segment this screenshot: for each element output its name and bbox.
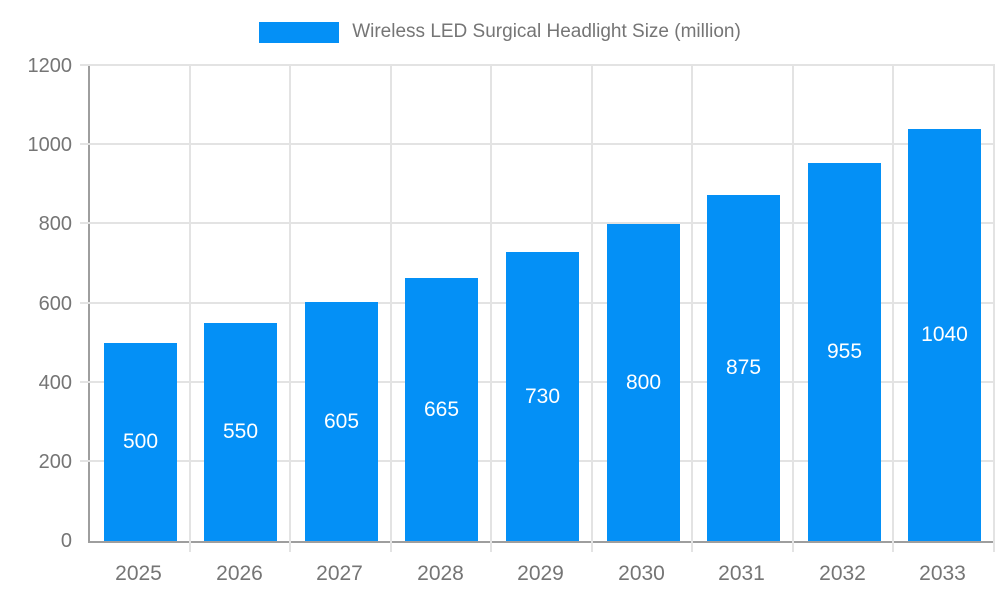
v-gridline [892, 66, 894, 552]
x-tick-label: 2026 [216, 562, 263, 585]
x-tick-label: 2027 [316, 562, 363, 585]
y-tick-label: 1200 [27, 55, 73, 77]
bar-value-label: 605 [323, 409, 360, 433]
v-gridline [490, 66, 492, 552]
y-tick-label: 400 [38, 371, 72, 394]
y-tick-label: 1000 [27, 134, 73, 157]
bar-value-label: 550 [222, 420, 259, 443]
legend[interactable]: Wireless LED Surgical Headlight Size (mi… [0, 19, 1000, 45]
bar-2027[interactable]: 605 [305, 302, 378, 541]
v-gridline [390, 66, 392, 552]
bar-2030[interactable]: 800 [607, 224, 680, 541]
bar-value-label: 500 [122, 430, 159, 453]
bar-2026[interactable]: 550 [204, 323, 277, 541]
x-tick-label: 2029 [517, 562, 564, 585]
legend-swatch [259, 21, 340, 43]
x-tick-label: 2025 [115, 562, 162, 585]
bar-value-label: 955 [826, 340, 863, 363]
y-tick-label: 200 [38, 450, 72, 473]
bar-value-label: 665 [423, 397, 460, 421]
h-gridline [80, 143, 995, 146]
y-tick-label: 0 [60, 530, 72, 552]
bar-2025[interactable]: 500 [104, 343, 177, 541]
x-tick-label: 2028 [417, 562, 464, 585]
x-tick-label: 2032 [819, 562, 866, 585]
bar-2032[interactable]: 955 [808, 163, 881, 541]
v-gridline [189, 66, 191, 552]
bar-2028[interactable]: 665 [405, 278, 478, 541]
bar-2033[interactable]: 1040 [908, 129, 981, 541]
bar-value-label: 1040 [921, 323, 968, 346]
h-gridline [80, 222, 995, 225]
bar-value-label: 730 [524, 384, 561, 408]
bar-value-label: 875 [725, 356, 762, 379]
y-tick-label: 800 [38, 213, 72, 236]
v-gridline [993, 66, 995, 552]
bar-2029[interactable]: 730 [506, 252, 579, 541]
v-gridline [591, 66, 593, 552]
legend-label: Wireless LED Surgical Headlight Size (mi… [352, 21, 741, 42]
x-tick-label: 2033 [919, 562, 966, 585]
h-gridline [80, 64, 995, 66]
bar-2031[interactable]: 875 [707, 195, 780, 541]
v-gridline [289, 66, 291, 552]
x-tick-label: 2031 [718, 562, 765, 585]
v-gridline [792, 66, 794, 552]
y-tick-label: 600 [38, 292, 72, 315]
plot-area: 500 550 605 665 730 800 875 955 1040 [80, 64, 995, 552]
x-tick-label: 2030 [618, 562, 665, 585]
v-gridline [691, 66, 693, 552]
bar-value-label: 800 [625, 370, 662, 394]
